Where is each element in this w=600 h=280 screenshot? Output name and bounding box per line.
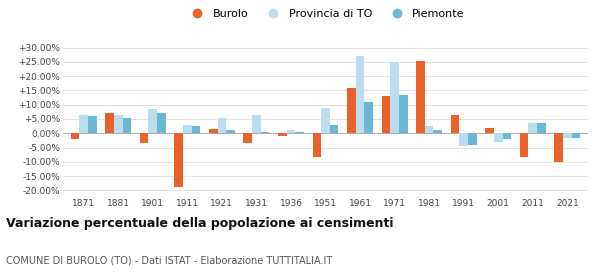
Bar bbox=[209, 129, 218, 133]
Legend: Burolo, Provincia di TO, Piemonte: Burolo, Provincia di TO, Piemonte bbox=[182, 4, 469, 23]
Bar bbox=[537, 123, 545, 133]
Bar bbox=[244, 133, 252, 143]
Text: COMUNE DI BUROLO (TO) - Dati ISTAT - Elaborazione TUTTITALIA.IT: COMUNE DI BUROLO (TO) - Dati ISTAT - Ela… bbox=[6, 255, 332, 265]
Bar bbox=[485, 128, 494, 133]
Bar bbox=[330, 125, 338, 133]
Bar bbox=[122, 118, 131, 133]
Bar bbox=[347, 88, 356, 133]
Bar bbox=[287, 130, 295, 133]
Bar bbox=[364, 102, 373, 133]
Bar bbox=[529, 123, 537, 133]
Bar bbox=[313, 133, 321, 157]
Bar bbox=[278, 133, 287, 136]
Bar bbox=[433, 130, 442, 133]
Bar bbox=[468, 133, 476, 145]
Bar bbox=[451, 115, 460, 133]
Bar bbox=[226, 130, 235, 133]
Bar bbox=[157, 113, 166, 133]
Bar bbox=[554, 133, 563, 162]
Bar bbox=[399, 95, 407, 133]
Bar bbox=[382, 96, 390, 133]
Bar bbox=[175, 133, 183, 187]
Bar bbox=[88, 116, 97, 133]
Bar bbox=[295, 132, 304, 133]
Bar bbox=[572, 133, 580, 137]
Bar bbox=[71, 133, 79, 139]
Bar bbox=[425, 126, 433, 133]
Bar bbox=[563, 133, 572, 137]
Bar bbox=[218, 118, 226, 133]
Bar bbox=[460, 133, 468, 146]
Text: Variazione percentuale della popolazione ai censimenti: Variazione percentuale della popolazione… bbox=[6, 217, 394, 230]
Bar bbox=[79, 115, 88, 133]
Bar bbox=[494, 133, 503, 142]
Bar bbox=[191, 126, 200, 133]
Bar bbox=[321, 108, 330, 133]
Bar bbox=[503, 133, 511, 139]
Bar bbox=[261, 132, 269, 133]
Bar bbox=[520, 133, 529, 157]
Bar bbox=[416, 60, 425, 133]
Bar bbox=[148, 109, 157, 133]
Bar bbox=[140, 133, 148, 143]
Bar bbox=[252, 115, 261, 133]
Bar bbox=[390, 62, 399, 133]
Bar bbox=[106, 113, 114, 133]
Bar bbox=[356, 56, 364, 133]
Bar bbox=[114, 115, 122, 133]
Bar bbox=[183, 125, 191, 133]
